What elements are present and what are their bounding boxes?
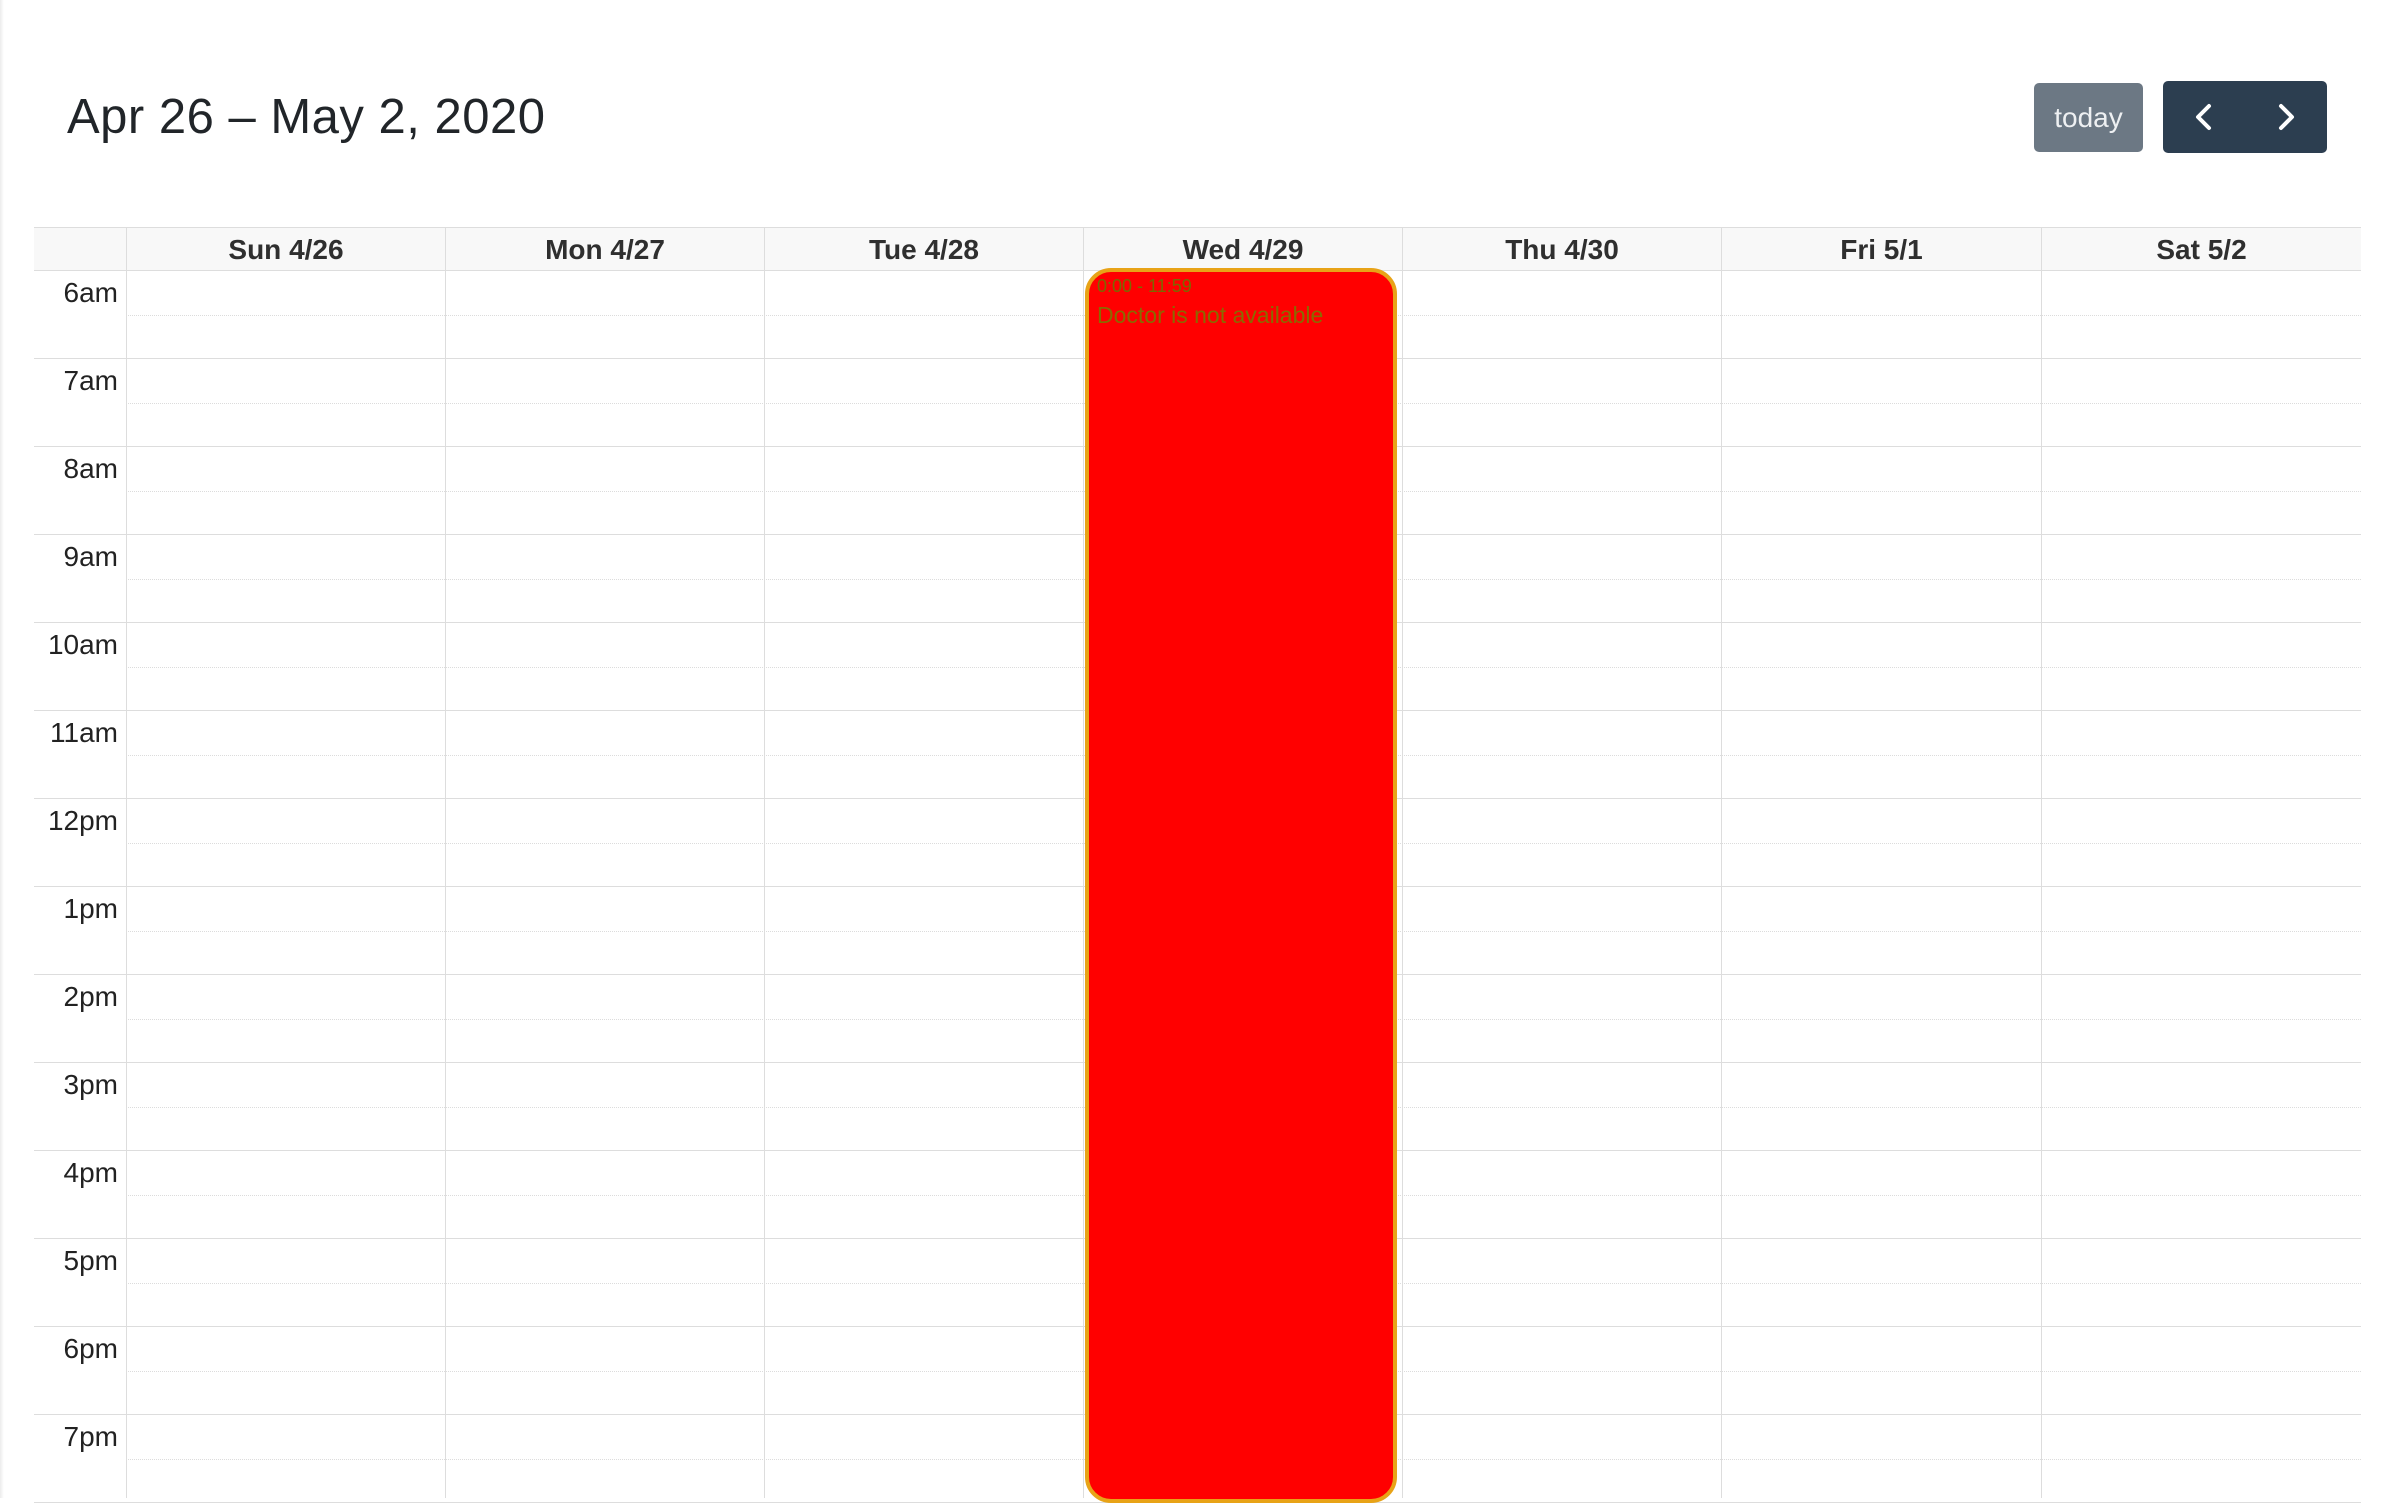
time-label: 6am [34, 277, 118, 309]
time-label: 1pm [34, 893, 118, 925]
time-label: 3pm [34, 1069, 118, 1101]
day-header-wed[interactable]: Wed 4/29 [1083, 228, 1402, 271]
day-header-mon[interactable]: Mon 4/27 [445, 228, 764, 271]
day-header-thu[interactable]: Thu 4/30 [1402, 228, 1721, 271]
today-button[interactable]: today [2034, 83, 2143, 152]
day-column-divider [1402, 271, 1403, 1498]
time-label: 7am [34, 365, 118, 397]
time-label: 5pm [34, 1245, 118, 1277]
time-label: 12pm [34, 805, 118, 837]
day-header-sat[interactable]: Sat 5/2 [2041, 228, 2361, 271]
day-header-tue[interactable]: Tue 4/28 [764, 228, 1083, 271]
chevron-left-icon [2191, 102, 2217, 132]
day-column-divider [445, 271, 446, 1498]
calendar-title: Apr 26 – May 2, 2020 [67, 84, 546, 150]
chevron-right-icon [2273, 102, 2299, 132]
prev-week-button[interactable] [2163, 81, 2245, 153]
nav-button-group [2163, 81, 2327, 153]
day-column-divider [1721, 271, 1722, 1498]
time-label: 2pm [34, 981, 118, 1013]
day-column-divider [764, 271, 765, 1498]
event-time: 0:00 - 11:59 [1097, 276, 1192, 297]
time-grid: 6am 7am 8am 9am 10am 11am 12pm 1pm [34, 271, 2361, 1498]
time-label: 7pm [34, 1421, 118, 1453]
day-column-divider [2041, 271, 2042, 1498]
next-week-button[interactable] [2245, 81, 2327, 153]
event-title: Doctor is not available [1097, 302, 1323, 329]
time-label: 11am [34, 717, 118, 749]
week-grid: Sun 4/26 Mon 4/27 Tue 4/28 Wed 4/29 Thu … [34, 227, 2361, 1498]
day-column-divider [126, 271, 127, 1498]
time-label: 6pm [34, 1333, 118, 1365]
day-column-divider [1083, 271, 1084, 1498]
day-header-row: Sun 4/26 Mon 4/27 Tue 4/28 Wed 4/29 Thu … [34, 227, 2361, 271]
time-label: 4pm [34, 1157, 118, 1189]
day-header-fri[interactable]: Fri 5/1 [1721, 228, 2041, 271]
calendar-event[interactable]: 0:00 - 11:59 Doctor is not available [1085, 268, 1397, 1503]
page-edge [0, 0, 4, 1498]
time-label: 8am [34, 453, 118, 485]
calendar-toolbar: Apr 26 – May 2, 2020 today [0, 0, 2401, 220]
time-label: 9am [34, 541, 118, 573]
day-header-sun[interactable]: Sun 4/26 [126, 228, 445, 271]
time-label: 10am [34, 629, 118, 661]
